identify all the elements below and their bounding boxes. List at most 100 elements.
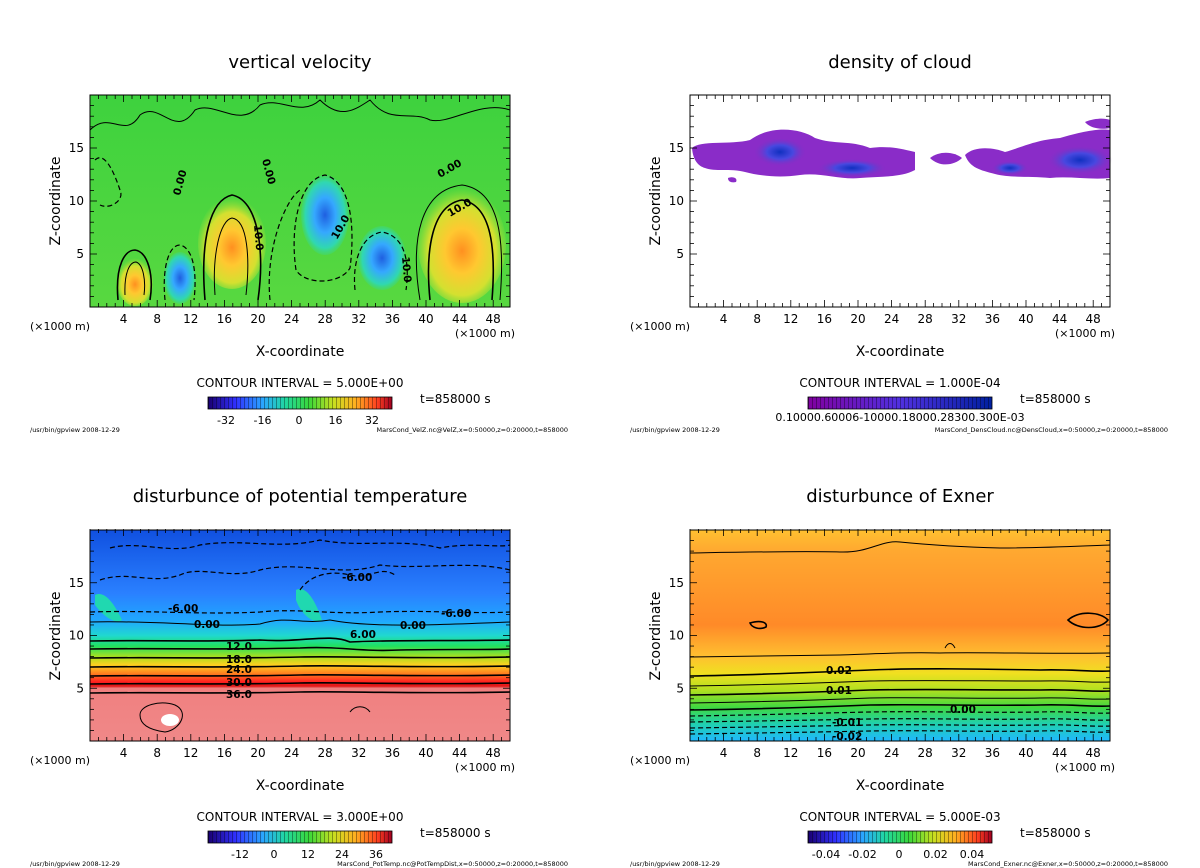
y-axis-label: Z-coordinate (648, 591, 664, 680)
footer-left: /usr/bin/gpview 2008-12-29 (30, 860, 120, 868)
y-axis-label: Z-coordinate (648, 156, 664, 245)
x-tick-label: 36 (985, 746, 1000, 760)
x-tick-label: 32 (951, 312, 966, 326)
contour-label: 12.0 (226, 641, 252, 653)
colorbar: -0.04 -0.02 0 0.02 0.04 (807, 830, 993, 861)
footer-right: MarsCond_VelZ.nc@VelZ,x=0:50000,z=0:2000… (377, 426, 568, 434)
colorbar-tick-label: 0.04 (960, 848, 985, 861)
contour-interval: CONTOUR INTERVAL = 1.000E-04 (799, 376, 1000, 390)
contour-interval: CONTOUR INTERVAL = 5.000E-03 (799, 810, 1000, 824)
x-axis-label: X-coordinate (256, 344, 345, 360)
x-tick-label: 28 (918, 746, 933, 760)
contour-label: 0.02 (826, 665, 852, 677)
contour-label: 18.0 (226, 654, 252, 666)
contour-labels: -6.00 -6.00 -6.00 0.00 0.00 6.00 12.0 18… (168, 572, 471, 701)
colorbar: -12 0 12 24 36 (207, 830, 393, 861)
x-tick-label: 4 (720, 312, 728, 326)
footer-left: /usr/bin/gpview 2008-12-29 (630, 860, 720, 868)
footer-right: MarsCond_DensCloud.nc@DensCloud,x=0:5000… (935, 426, 1168, 434)
contour-labels: 0.02 0.01 0.00 -0.01 -0.02 (826, 665, 976, 743)
footer-right: MarsCond_Exner.nc@Exner,x=0:50000,z=0:20… (968, 860, 1168, 868)
y-tick-label: 10 (669, 194, 684, 208)
colorbar-tick-label: 0 (271, 848, 278, 861)
dashed-contour-lines (89, 539, 511, 614)
x-tick-label: 8 (153, 312, 161, 326)
x-tick-label: 48 (1086, 746, 1101, 760)
field-background (690, 95, 1110, 307)
x-tick-label: 20 (250, 746, 265, 760)
contour-label: 0.01 (826, 685, 852, 697)
colorbar: 0.10000.60006-10000.18000.28300.300E-03 (775, 396, 1025, 424)
colorbar: -32 -16 0 16 32 (207, 396, 393, 427)
cloud-anomaly (95, 589, 322, 622)
y-axis-label: Z-coordinate (48, 156, 64, 245)
dashed-contour-lines (94, 157, 408, 301)
contour-label: 30.0 (226, 677, 252, 689)
x-tick-label: 8 (753, 312, 761, 326)
y-tick-label: 10 (69, 629, 84, 643)
contour-label: 0.00 (194, 619, 220, 631)
time-label: t=858000 s (420, 826, 491, 840)
x-tick-label: 8 (153, 746, 161, 760)
colorbar-tick-label: 36 (369, 848, 383, 861)
colorbar-tick-label: 0.02 (923, 848, 948, 861)
x-ticks: 4 8 12 16 20 24 28 32 36 40 44 48 (89, 95, 511, 326)
x-tick-label: 48 (1086, 312, 1101, 326)
footer-right: MarsCond_PotTemp.nc@PotTempDist,x=0:5000… (337, 860, 568, 868)
x-unit-left: (×1000 m) (30, 754, 90, 767)
y-tick-label: 5 (76, 681, 84, 695)
x-tick-label: 36 (985, 312, 1000, 326)
contour-label: 10.0 (399, 256, 413, 283)
x-tick-label: 12 (183, 312, 198, 326)
x-tick-label: 44 (1052, 312, 1067, 326)
colorbar-tick-label: 24 (335, 848, 349, 861)
time-label: t=858000 s (1020, 826, 1091, 840)
x-tick-label: 32 (951, 746, 966, 760)
y-tick-label: 5 (76, 247, 84, 261)
x-tick-label: 12 (183, 746, 198, 760)
contour-label: 6.00 (350, 629, 376, 641)
x-tick-label: 40 (418, 746, 433, 760)
x-tick-label: 4 (120, 312, 128, 326)
y-tick-label: 10 (669, 629, 684, 643)
x-unit-left: (×1000 m) (630, 754, 690, 767)
y-tick-label: 10 (69, 194, 84, 208)
x-unit-left: (×1000 m) (30, 320, 90, 333)
time-label: t=858000 s (1020, 392, 1091, 406)
x-tick-label: 16 (817, 312, 832, 326)
plot-field (689, 529, 1111, 742)
footer-left: /usr/bin/gpview 2008-12-29 (630, 426, 720, 434)
x-tick-label: 44 (452, 746, 467, 760)
y-ticks: 5 10 15 (69, 94, 510, 308)
x-axis-label: X-coordinate (856, 778, 945, 794)
x-tick-label: 40 (1018, 312, 1033, 326)
panel-vertical-velocity: vertical velocity (30, 52, 568, 434)
contour-label: -6.00 (168, 603, 198, 615)
cloud-core (754, 138, 806, 166)
colorbar-tick-label: 0.10000.60006-10000.18000.28300.300E-03 (775, 411, 1024, 424)
colorbar-ticks: -32 -16 0 16 32 (217, 414, 379, 427)
x-tick-label: 48 (486, 746, 501, 760)
chart-title: density of cloud (828, 52, 972, 73)
y-axis-label: Z-coordinate (48, 591, 64, 680)
colorbar-tick-label: -0.04 (812, 848, 840, 861)
x-tick-label: 28 (918, 312, 933, 326)
updraft-cell (117, 258, 153, 306)
cloud-core (992, 161, 1028, 175)
x-unit-right: (×1000 m) (1055, 761, 1115, 774)
x-tick-label: 32 (351, 746, 366, 760)
x-ticks: 4 8 12 16 20 24 28 32 36 40 44 48 (689, 95, 1111, 326)
field-background (90, 530, 510, 741)
x-axis-label: X-coordinate (256, 778, 345, 794)
x-tick-label: 16 (217, 746, 232, 760)
x-tick-label: 12 (783, 746, 798, 760)
downdraft-cell (301, 175, 349, 255)
colorbar-tick-label: -0.02 (848, 848, 876, 861)
x-tick-label: 44 (1052, 746, 1067, 760)
plot-field (89, 94, 511, 308)
x-tick-label: 40 (418, 312, 433, 326)
x-axis-label: X-coordinate (856, 344, 945, 360)
colorbar-tick-label: -16 (254, 414, 272, 427)
downdraft-cell (164, 252, 196, 304)
contour-interval: CONTOUR INTERVAL = 5.000E+00 (197, 376, 404, 390)
